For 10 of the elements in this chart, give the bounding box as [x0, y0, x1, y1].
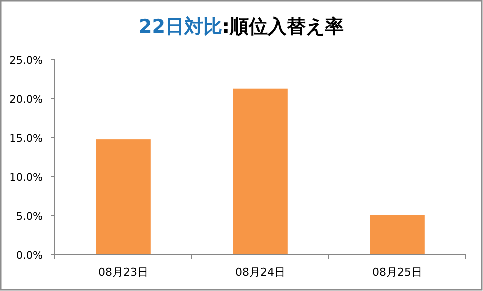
y-tick-label: 10.0%: [10, 172, 44, 184]
x-tick-label: 08月23日: [98, 266, 148, 279]
y-tick-label: 15.0%: [10, 133, 44, 145]
x-tick-label: 08月24日: [236, 266, 286, 279]
y-tick-label: 5.0%: [16, 211, 44, 223]
y-tick-label: 25.0%: [10, 55, 44, 67]
x-tick-label: 08月25日: [372, 266, 422, 279]
y-tick-label: 0.0%: [16, 250, 44, 262]
y-tick-label: 20.0%: [10, 94, 44, 106]
chart-title: 22日対比:順位入替え率: [138, 16, 344, 38]
